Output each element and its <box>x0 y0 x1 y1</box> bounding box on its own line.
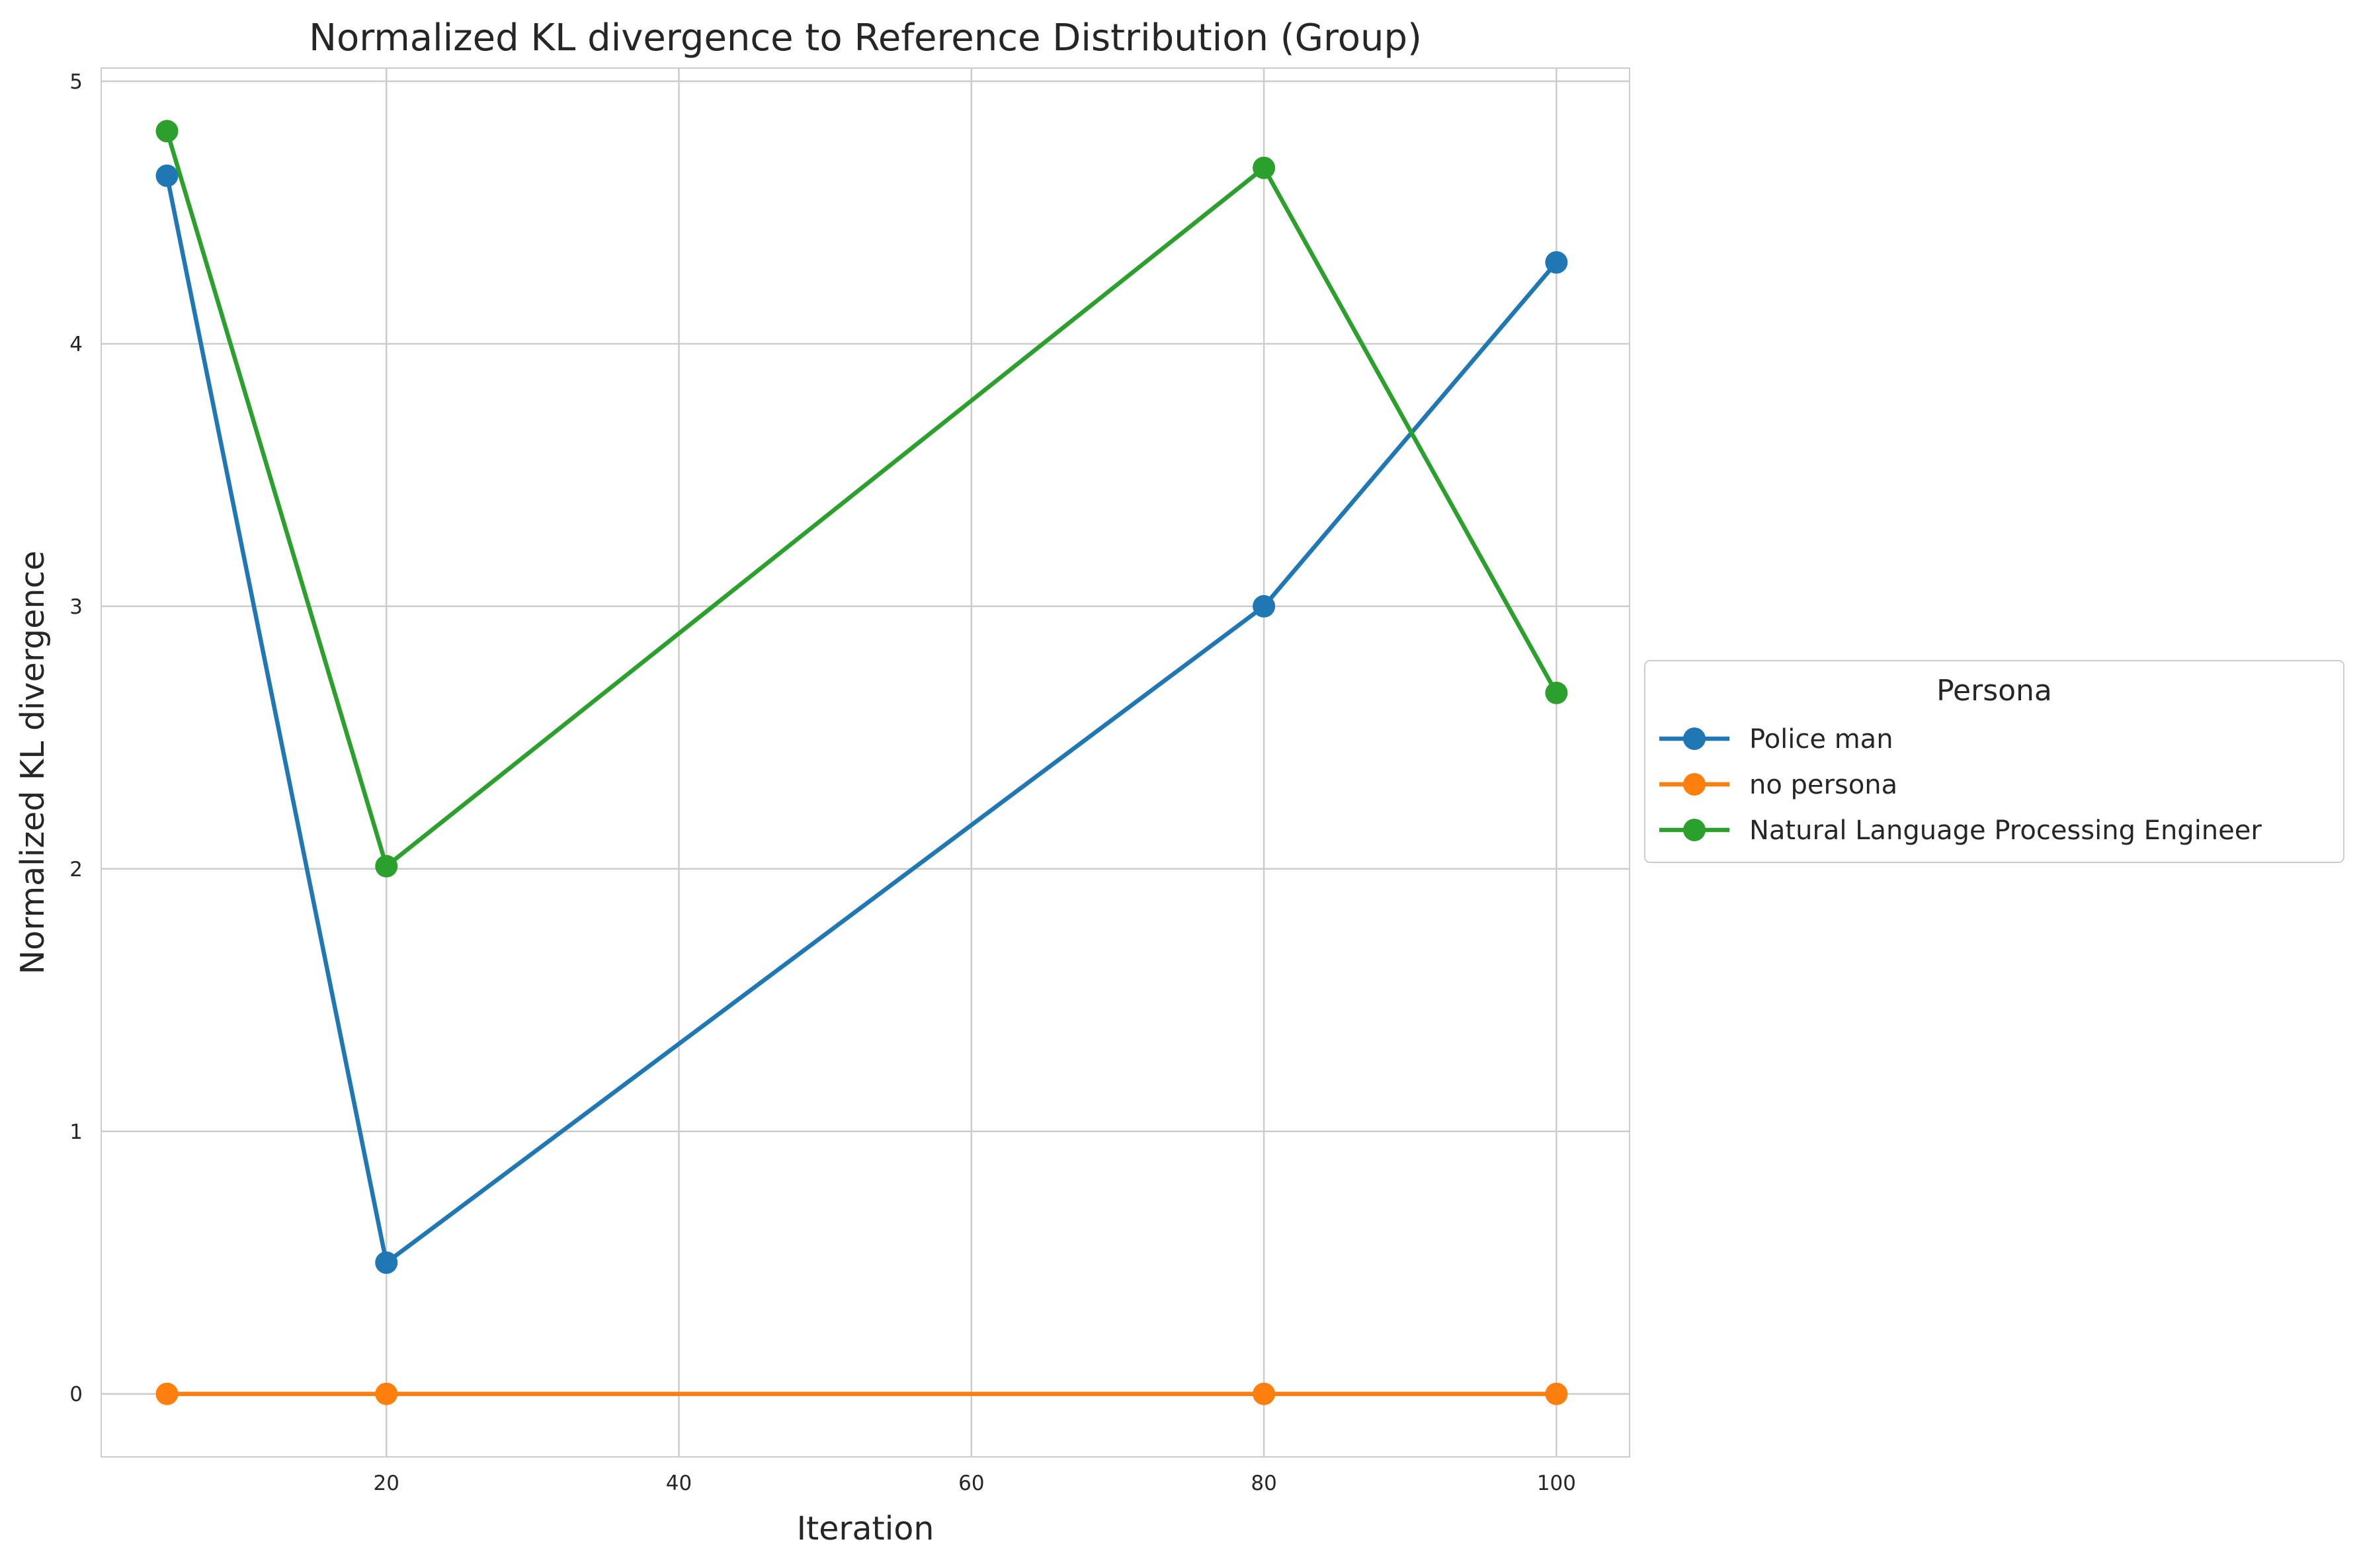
legend-title: Persona <box>1936 674 2052 708</box>
x-tick-label: 20 <box>374 1471 399 1495</box>
data-point <box>1253 156 1276 179</box>
data-point <box>375 1382 398 1405</box>
legend-label: no persona <box>1749 770 1897 800</box>
legend-item: Natural Language Processing Engineer <box>1659 815 2262 846</box>
series-2 <box>155 120 1568 878</box>
data-point <box>1545 1382 1568 1405</box>
y-axis-label: Normalized KL divergence <box>14 551 52 975</box>
series-1 <box>155 1382 1568 1405</box>
data-point <box>155 164 179 187</box>
legend-item: Police man <box>1659 724 1893 755</box>
x-tick-label: 40 <box>666 1471 692 1495</box>
data-point <box>1545 251 1568 274</box>
legend-marker <box>1683 773 1706 796</box>
y-tick-label: 3 <box>69 595 83 619</box>
legend-items: Police man no persona Natural Language Pro… <box>1659 724 2262 846</box>
legend: Persona Police man no persona Natural Lang… <box>1644 660 2344 863</box>
data-point <box>1545 681 1568 704</box>
grid-lines <box>101 68 1630 1457</box>
legend-label: Natural Language Processing Engineer <box>1749 815 2262 846</box>
y-tick-label: 1 <box>69 1120 83 1144</box>
series-lines <box>155 120 1568 1405</box>
y-tick-label: 4 <box>69 333 83 356</box>
legend-box <box>1644 660 2344 863</box>
legend-item: no persona <box>1659 770 1897 800</box>
x-tick-label: 60 <box>958 1471 984 1495</box>
x-axis-label: Iteration <box>797 1510 934 1547</box>
data-point <box>375 854 398 878</box>
x-axis-ticks: 20 40 60 80 100 <box>374 1471 1576 1495</box>
data-point <box>155 120 179 143</box>
chart-title: Normalized KL divergence to Reference Di… <box>309 17 1422 60</box>
data-point <box>375 1251 398 1274</box>
y-tick-label: 2 <box>69 858 83 882</box>
legend-marker <box>1683 727 1706 750</box>
legend-marker <box>1683 819 1706 841</box>
legend-label: Police man <box>1749 724 1893 755</box>
plot-area-frame <box>101 67 1630 1458</box>
data-point <box>1253 595 1276 618</box>
y-axis-ticks: 0 1 2 3 4 5 <box>69 70 83 1407</box>
data-point <box>1253 1382 1276 1405</box>
x-tick-label: 100 <box>1537 1471 1576 1495</box>
y-tick-label: 5 <box>69 70 83 94</box>
x-tick-label: 80 <box>1251 1471 1276 1495</box>
series-line <box>165 129 1559 869</box>
y-tick-label: 0 <box>69 1383 83 1407</box>
data-point <box>155 1382 179 1405</box>
